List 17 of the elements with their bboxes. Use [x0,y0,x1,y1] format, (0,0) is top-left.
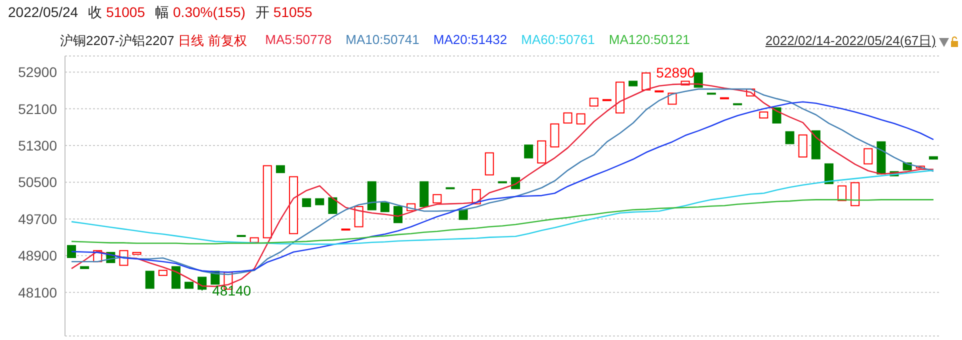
y-tick-label: 49700 [18,210,58,227]
chart-title: 2022/05/24 收 51005 幅 0.30%(155) 开 51055 [8,4,312,20]
text: MA60:50761 [521,32,595,49]
y-tick-label: 52100 [18,100,58,117]
y-tick-label: 48100 [18,284,58,300]
text: MA10:50741 [346,32,420,49]
y-tick-label: 52900 [18,64,58,80]
text: MA20:51432 [433,32,508,49]
y-tick-label: 50500 [18,174,58,190]
y-tick-label: 51300 [18,137,58,154]
chart-subtitle: 沪铜2207-沪铝2207 日线 前复权 [60,33,248,48]
annotation: 52890 [656,64,696,80]
text: 2022/02/14-2022/05/24(67日) [765,32,936,50]
annotation: 48140 [212,282,252,299]
y-tick-label: 48900 [18,248,58,264]
text: MA120:50121 [608,32,690,49]
text: MA5:50778 [265,32,332,49]
